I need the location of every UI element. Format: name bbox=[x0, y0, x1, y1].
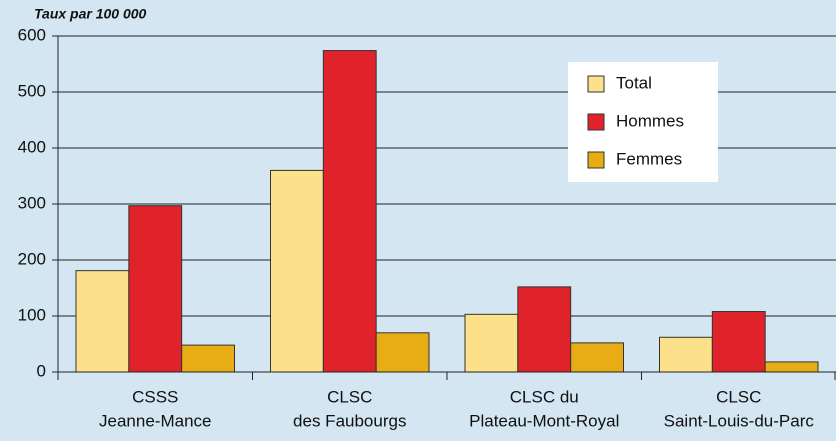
x-tick-label: CLSC bbox=[716, 387, 761, 406]
bar bbox=[517, 286, 572, 373]
y-tick-label: 100 bbox=[18, 305, 46, 324]
x-tick-label: Jeanne-Mance bbox=[99, 411, 211, 430]
bar bbox=[270, 169, 324, 373]
bar bbox=[375, 332, 430, 373]
legend-swatch bbox=[587, 113, 605, 131]
y-tick-label: 300 bbox=[18, 193, 46, 212]
bar bbox=[464, 313, 519, 373]
legend-swatch bbox=[587, 75, 605, 93]
y-tick-label: 400 bbox=[18, 137, 46, 156]
y-tick-label: 0 bbox=[37, 361, 46, 380]
x-tick-label: Saint-Louis-du-Parc bbox=[664, 411, 815, 430]
x-tick-label: CSSS bbox=[132, 387, 178, 406]
legend-label: Total bbox=[616, 73, 652, 92]
bar bbox=[764, 361, 819, 373]
y-tick-label: 500 bbox=[18, 81, 46, 100]
x-tick-label: CLSC bbox=[327, 387, 372, 406]
legend-label: Femmes bbox=[616, 149, 682, 168]
bar bbox=[75, 270, 130, 373]
y-axis-label: Taux par 100 000 bbox=[34, 6, 147, 22]
bar bbox=[181, 344, 236, 373]
x-tick-label: des Faubourgs bbox=[293, 411, 406, 430]
x-tick-label: Plateau-Mont-Royal bbox=[469, 411, 619, 430]
y-tick-label: 600 bbox=[18, 25, 46, 44]
y-tick-label: 200 bbox=[18, 249, 46, 268]
x-tick-label: CLSC du bbox=[510, 387, 579, 406]
bar bbox=[570, 342, 625, 373]
legend-label: Hommes bbox=[616, 111, 684, 130]
bar bbox=[711, 311, 766, 373]
legend-swatch bbox=[587, 151, 605, 169]
bar bbox=[322, 50, 377, 373]
bar bbox=[659, 336, 713, 373]
bar bbox=[128, 205, 183, 373]
